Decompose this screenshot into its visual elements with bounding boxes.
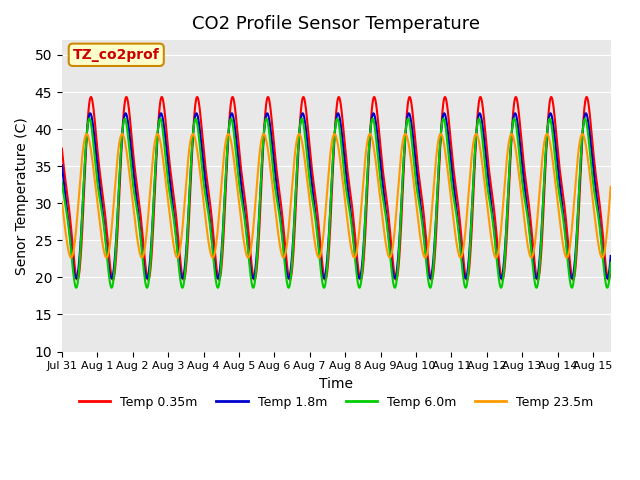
Temp 1.8m: [491, 230, 499, 236]
Temp 23.5m: [401, 131, 409, 137]
Y-axis label: Senor Temperature (C): Senor Temperature (C): [15, 117, 29, 275]
Temp 1.8m: [72, 276, 80, 281]
Temp 0.35m: [605, 277, 612, 283]
Temp 6.0m: [58, 179, 66, 185]
Temp 0.35m: [86, 96, 93, 102]
Temp 23.5m: [325, 168, 333, 174]
Temp 6.0m: [143, 285, 151, 290]
Temp 1.8m: [86, 110, 94, 116]
Temp 6.0m: [491, 234, 499, 240]
Temp 1.8m: [86, 110, 94, 116]
Temp 1.8m: [607, 253, 614, 259]
Temp 6.0m: [591, 195, 599, 201]
Temp 1.8m: [591, 180, 599, 186]
Temp 23.5m: [598, 255, 606, 261]
Temp 6.0m: [326, 228, 333, 233]
Title: CO2 Profile Sensor Temperature: CO2 Profile Sensor Temperature: [192, 15, 480, 33]
Temp 6.0m: [607, 260, 614, 265]
Temp 23.5m: [591, 216, 599, 222]
Temp 6.0m: [86, 117, 93, 122]
X-axis label: Time: Time: [319, 377, 353, 391]
Temp 1.8m: [326, 225, 333, 230]
Line: Temp 23.5m: Temp 23.5m: [62, 134, 611, 258]
Temp 23.5m: [310, 235, 318, 241]
Temp 23.5m: [86, 141, 93, 146]
Temp 0.35m: [591, 163, 598, 169]
Temp 0.35m: [591, 166, 599, 171]
Temp 23.5m: [58, 199, 66, 205]
Text: TZ_co2prof: TZ_co2prof: [73, 48, 159, 62]
Temp 1.8m: [58, 162, 66, 168]
Temp 23.5m: [607, 184, 614, 190]
Temp 1.8m: [311, 205, 319, 211]
Temp 0.35m: [607, 267, 614, 273]
Line: Temp 6.0m: Temp 6.0m: [62, 119, 611, 288]
Temp 1.8m: [591, 183, 599, 189]
Legend: Temp 0.35m, Temp 1.8m, Temp 6.0m, Temp 23.5m: Temp 0.35m, Temp 1.8m, Temp 6.0m, Temp 2…: [74, 391, 598, 414]
Temp 23.5m: [591, 214, 598, 220]
Temp 6.0m: [227, 116, 235, 121]
Temp 0.35m: [58, 146, 66, 152]
Line: Temp 1.8m: Temp 1.8m: [62, 113, 611, 278]
Temp 0.35m: [87, 94, 95, 100]
Temp 6.0m: [591, 193, 599, 199]
Temp 0.35m: [325, 246, 333, 252]
Temp 23.5m: [490, 252, 498, 258]
Temp 6.0m: [311, 212, 319, 217]
Temp 0.35m: [490, 209, 498, 215]
Line: Temp 0.35m: Temp 0.35m: [62, 97, 611, 280]
Temp 0.35m: [310, 186, 318, 192]
